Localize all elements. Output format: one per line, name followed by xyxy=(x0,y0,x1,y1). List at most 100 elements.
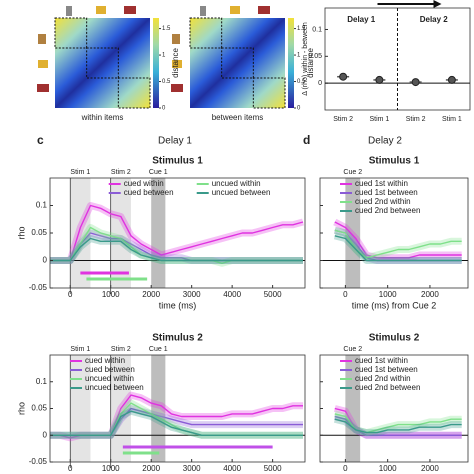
block-outline xyxy=(221,47,254,79)
x-tick-label: 1000 xyxy=(379,464,397,473)
x-tick-label: 0 xyxy=(343,290,348,299)
series-line xyxy=(50,237,303,262)
matrix xyxy=(55,18,150,108)
x-tick-label: 2000 xyxy=(142,464,160,473)
colorbar-tick-label: 0.5 xyxy=(297,79,306,85)
annotation: Delay 2 xyxy=(420,15,449,24)
y-axis-label: Δ (rho) within - between xyxy=(302,22,309,96)
x-tick-label: 2000 xyxy=(421,464,439,473)
x-tick-label: 5000 xyxy=(264,464,282,473)
matrix xyxy=(190,18,285,108)
y-tick-label: 0.05 xyxy=(31,228,47,237)
x-tick-label: 0 xyxy=(68,464,73,473)
colorbar-tick-label: 0.5 xyxy=(162,79,171,85)
legend-label: cued 1st within xyxy=(355,356,408,365)
colorbar-label: distance xyxy=(306,48,315,78)
x-axis-label: time (ms) from Cue 2 xyxy=(352,300,437,310)
x-axis-label: within items xyxy=(81,113,124,122)
chart-title: Stimulus 2 xyxy=(152,333,203,344)
region-label: Cue 1 xyxy=(149,169,168,176)
y-axis-label: rho xyxy=(16,226,26,239)
legend-label: cued 1st within xyxy=(355,179,408,188)
legend-label: cued between xyxy=(124,188,174,197)
colorbar xyxy=(288,18,294,108)
block-outline xyxy=(86,47,119,79)
region-label: Stim 1 xyxy=(70,346,90,353)
block-outline xyxy=(54,17,88,49)
panel-label: c xyxy=(37,133,44,147)
legend-label: cued 1st between xyxy=(355,365,418,374)
region-label: Stim 2 xyxy=(111,346,131,353)
legend-label: uncued within xyxy=(212,179,261,188)
mean-point xyxy=(447,75,456,84)
block-outline xyxy=(189,17,223,49)
x-axis-label: between items xyxy=(212,113,264,122)
annotation: Delay 1 xyxy=(347,15,376,24)
x-tick-label: 0 xyxy=(343,464,348,473)
legend-label: cued 1st between xyxy=(355,188,418,197)
y-axis-label: rho xyxy=(16,402,26,415)
y-tick-label: 0.05 xyxy=(308,53,322,60)
x-axis-label: time (ms) xyxy=(159,300,197,310)
legend-label: cued between xyxy=(85,365,135,374)
legend-label: cued 2nd between xyxy=(355,206,420,215)
mean-point xyxy=(339,72,348,81)
region-label: Cue 1 xyxy=(149,346,168,353)
legend-label: cued 2nd between xyxy=(355,383,420,392)
chart-title: Stimulus 2 xyxy=(369,333,420,344)
arrow-head xyxy=(433,0,442,8)
x-tick-label: 3000 xyxy=(183,290,201,299)
region-label: Cue 2 xyxy=(343,346,362,353)
colorbar-tick-label: 1 xyxy=(297,53,301,59)
colorbar-label: distance xyxy=(171,48,180,78)
section-heading: Delay 1 xyxy=(158,136,192,147)
x-tick-label: 1000 xyxy=(102,464,120,473)
region-label: Cue 2 xyxy=(343,169,362,176)
x-tick-label: 3000 xyxy=(183,464,201,473)
x-tick-label: Stim 2 xyxy=(333,116,353,123)
x-tick-label: 1000 xyxy=(102,290,120,299)
legend-label: cued within xyxy=(85,356,125,365)
series-line xyxy=(334,221,462,259)
colorbar-tick-label: 0 xyxy=(297,106,301,112)
colorbar xyxy=(153,18,159,108)
x-tick-label: 5000 xyxy=(264,290,282,299)
colorbar-tick-label: 1 xyxy=(162,53,166,59)
colorbar-tick-label: 1.5 xyxy=(162,26,171,32)
x-tick-label: 2000 xyxy=(421,290,439,299)
legend-label: uncued within xyxy=(85,374,134,383)
y-tick-label: 0 xyxy=(43,256,48,265)
x-tick-label: 0 xyxy=(68,290,73,299)
series-line xyxy=(334,418,462,434)
y-tick-label: 0 xyxy=(318,80,322,87)
colorbar-tick-label: 1.5 xyxy=(297,26,306,32)
region-label: Stim 2 xyxy=(111,169,131,176)
y-tick-label: 0 xyxy=(43,430,48,439)
x-tick-label: 4000 xyxy=(223,464,241,473)
section-heading: Delay 2 xyxy=(368,136,402,147)
y-tick-label: 0.1 xyxy=(36,377,48,386)
colorbar-tick-label: 0 xyxy=(162,106,166,112)
x-tick-label: 1000 xyxy=(379,290,397,299)
block-outline xyxy=(252,77,286,109)
legend-label: uncued between xyxy=(85,383,144,392)
region-label: Stim 1 xyxy=(70,169,90,176)
y-tick-label: 0.1 xyxy=(36,201,48,210)
legend-label: cued 2nd within xyxy=(355,197,411,206)
icons xyxy=(37,6,270,92)
series-line xyxy=(50,410,303,436)
x-tick-label: Stim 2 xyxy=(406,116,426,123)
legend-label: cued within xyxy=(124,179,164,188)
legend-label: cued 2nd within xyxy=(355,374,411,383)
series-line xyxy=(334,235,462,262)
x-tick-label: Stim 1 xyxy=(442,116,462,123)
block-outline xyxy=(117,77,151,109)
chart-title: Stimulus 1 xyxy=(369,156,420,167)
legend-label: uncued between xyxy=(212,188,271,197)
mean-point xyxy=(375,75,384,84)
x-tick-label: 2000 xyxy=(142,290,160,299)
y-tick-label: -0.05 xyxy=(29,457,48,466)
chart-title: Stimulus 1 xyxy=(152,156,203,167)
mean-point xyxy=(411,78,420,87)
